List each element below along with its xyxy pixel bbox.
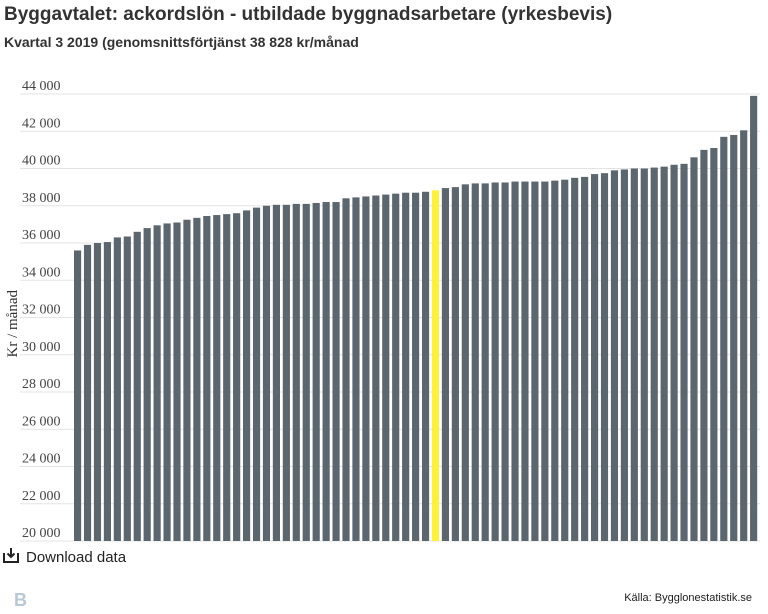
bar[interactable] xyxy=(312,202,320,541)
bar[interactable] xyxy=(213,215,221,541)
bar-chart: 20 000 22 000 24 000 26 000 28 000 30 000 32 0… xyxy=(5,79,760,542)
bar[interactable] xyxy=(710,148,718,541)
bar[interactable] xyxy=(203,215,211,542)
y-tick-label: 22 000 xyxy=(22,489,61,504)
y-tick-label: 40 000 xyxy=(22,154,61,169)
bar[interactable] xyxy=(441,188,450,541)
bar[interactable] xyxy=(103,242,111,541)
y-tick-label: 28 000 xyxy=(22,377,61,392)
bar[interactable] xyxy=(282,204,290,541)
bar[interactable] xyxy=(113,237,121,541)
bar[interactable] xyxy=(740,130,748,541)
y-tick-label: 32 000 xyxy=(22,303,61,318)
chart-title: Byggavtalet: ackordslön - utbildade bygg… xyxy=(4,4,613,25)
y-tick-label: 26 000 xyxy=(22,414,61,429)
bar[interactable] xyxy=(670,164,678,541)
bar[interactable] xyxy=(233,213,241,541)
y-tick-label: 36 000 xyxy=(22,228,61,243)
bar[interactable] xyxy=(730,134,738,541)
bar[interactable] xyxy=(561,179,569,541)
bar[interactable] xyxy=(750,95,758,542)
y-axis-label: Kr / månad xyxy=(5,290,21,358)
y-tick-label: 38 000 xyxy=(22,191,61,206)
bar[interactable] xyxy=(471,183,479,541)
bar[interactable] xyxy=(392,193,400,541)
bar[interactable] xyxy=(620,169,628,541)
bar[interactable] xyxy=(461,184,469,541)
bar[interactable] xyxy=(372,195,380,541)
bar[interactable] xyxy=(382,194,390,541)
bar[interactable] xyxy=(322,202,330,541)
bar[interactable] xyxy=(272,204,280,541)
y-tick-label: 44 000 xyxy=(22,79,61,94)
bar[interactable] xyxy=(362,196,370,541)
y-tick-label: 42 000 xyxy=(22,116,61,131)
bar[interactable] xyxy=(581,176,589,541)
bar[interactable] xyxy=(173,222,181,541)
bar[interactable] xyxy=(630,168,638,542)
bar[interactable] xyxy=(511,181,519,541)
bar[interactable] xyxy=(700,149,708,542)
bar[interactable] xyxy=(163,223,171,541)
y-tick-label: 34 000 xyxy=(22,265,61,280)
bar[interactable] xyxy=(501,182,509,541)
chart-subtitle: Kvartal 3 2019 (genomsnittsförtjänst 38 … xyxy=(4,34,359,50)
bar[interactable] xyxy=(640,168,648,542)
bar[interactable] xyxy=(412,192,420,541)
download-data-label: Download data xyxy=(26,549,127,566)
bar[interactable] xyxy=(193,217,201,542)
bar[interactable] xyxy=(600,173,609,541)
bar[interactable] xyxy=(610,170,619,542)
bar[interactable] xyxy=(421,191,430,541)
bar[interactable] xyxy=(531,181,539,541)
bar[interactable] xyxy=(650,167,658,541)
bar[interactable] xyxy=(143,228,151,541)
y-tick-label: 20 000 xyxy=(22,526,61,541)
bar[interactable] xyxy=(243,210,251,541)
download-data-button[interactable]: Download data xyxy=(2,546,126,569)
download-icon xyxy=(2,546,20,569)
bar[interactable] xyxy=(302,203,310,541)
bar[interactable] xyxy=(720,136,728,541)
bar[interactable] xyxy=(541,181,549,541)
bar[interactable] xyxy=(402,192,410,541)
y-tick-label: 24 000 xyxy=(22,452,61,467)
bar[interactable] xyxy=(521,181,529,541)
bar[interactable] xyxy=(571,177,579,541)
source-credit: Källa: Bygglonestatistik.se xyxy=(624,592,752,604)
bar[interactable] xyxy=(292,203,300,541)
bar[interactable] xyxy=(680,163,688,541)
bar[interactable] xyxy=(451,187,459,542)
bar[interactable] xyxy=(133,231,141,541)
y-tick-label: 30 000 xyxy=(22,340,61,355)
bar[interactable] xyxy=(153,225,161,541)
logo: B xyxy=(14,590,27,610)
bar[interactable] xyxy=(491,182,499,541)
bar[interactable] xyxy=(74,250,82,541)
bar-average[interactable] xyxy=(431,190,440,541)
bar[interactable] xyxy=(93,243,102,541)
bar[interactable] xyxy=(660,166,668,541)
bar[interactable] xyxy=(590,174,599,541)
bar[interactable] xyxy=(690,157,698,541)
bar[interactable] xyxy=(352,197,360,541)
bar[interactable] xyxy=(551,180,559,542)
bar[interactable] xyxy=(332,202,340,541)
bar[interactable] xyxy=(262,205,271,541)
bar[interactable] xyxy=(223,214,231,541)
bar[interactable] xyxy=(252,207,261,542)
bar[interactable] xyxy=(481,183,489,541)
bar[interactable] xyxy=(123,236,131,542)
bar[interactable] xyxy=(342,198,350,542)
bar[interactable] xyxy=(83,244,92,542)
bar[interactable] xyxy=(183,219,191,541)
